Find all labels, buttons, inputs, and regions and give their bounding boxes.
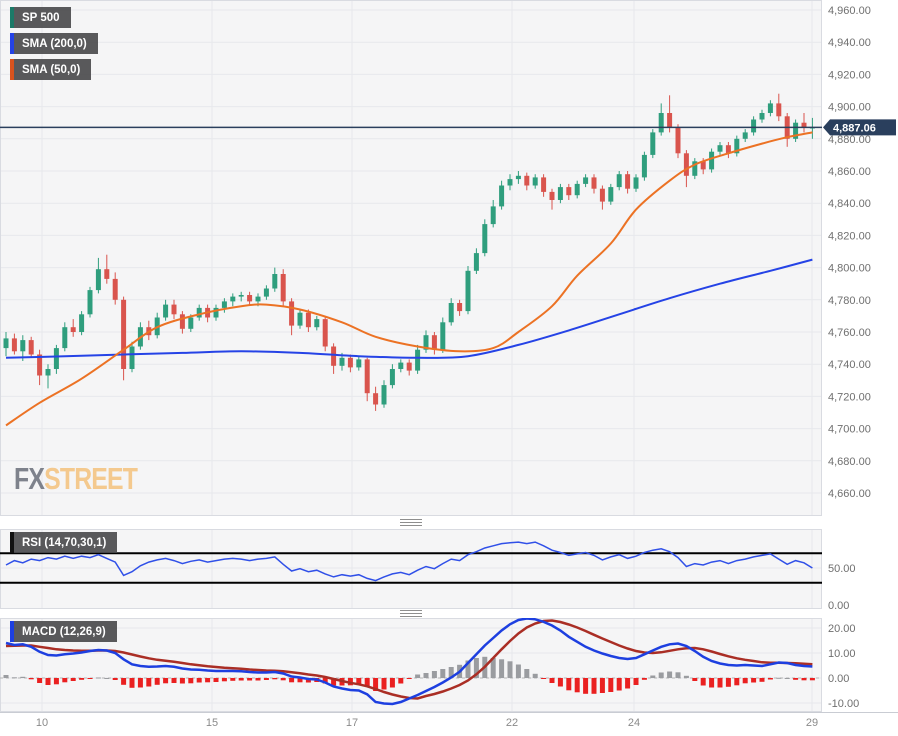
legend-chip-sma200[interactable]: SMA (200,0)	[10, 33, 98, 54]
svg-text:4,887.06: 4,887.06	[833, 122, 876, 134]
legend: SP 500 SMA (200,0) SMA (50,0)	[10, 7, 98, 80]
svg-text:4,700.00: 4,700.00	[828, 424, 871, 436]
svg-text:4,940.00: 4,940.00	[828, 37, 871, 49]
macd-indicator-label: MACD (12,26,9)	[22, 625, 106, 638]
macd-line[interactable]	[5, 618, 813, 706]
svg-text:17: 17	[346, 717, 358, 729]
price-axis-labels[interactable]: 50.00 0.00	[828, 563, 856, 609]
svg-text:10: 10	[36, 717, 48, 729]
svg-text:4,760.00: 4,760.00	[828, 327, 871, 339]
rsi-indicator-chip[interactable]: RSI (14,70,30,1)	[10, 532, 118, 553]
legend-chip-label: SMA (50,0)	[22, 63, 81, 76]
grip-icon	[400, 610, 422, 617]
svg-text:4,920.00: 4,920.00	[828, 69, 871, 81]
legend-chip-sma50[interactable]: SMA (50,0)	[10, 59, 92, 80]
svg-text:4,780.00: 4,780.00	[828, 295, 871, 307]
svg-text:22: 22	[506, 717, 518, 729]
price-panel: 4,960.00 4,940.00 4,920.00 4,900.00 4,880.00…	[0, 0, 898, 516]
svg-text:24: 24	[628, 717, 640, 729]
svg-text:0.00: 0.00	[828, 600, 849, 609]
legend-chip-sp500[interactable]: SP 500	[10, 7, 71, 28]
price-axis-labels[interactable]: 20.00 10.00 0.00 -10.00	[828, 623, 859, 710]
svg-text:29: 29	[806, 717, 818, 729]
svg-text:10.00: 10.00	[828, 648, 856, 660]
svg-text:50.00: 50.00	[828, 563, 856, 575]
fxstreet-logo-street: STREET	[44, 461, 138, 496]
sma50-line[interactable]	[5, 131, 813, 427]
rsi-indicator-label: RSI (14,70,30,1)	[22, 536, 107, 549]
legend-chip-label: SMA (200,0)	[22, 37, 87, 50]
fxstreet-logo: FXSTREET	[14, 461, 138, 496]
svg-text:4,840.00: 4,840.00	[828, 198, 871, 210]
rsi-chart-canvas[interactable]: 50.00 0.00	[0, 529, 898, 609]
panel-resize-handle-1[interactable]	[0, 516, 822, 529]
sma50-accent-bar	[10, 59, 14, 80]
svg-text:4,800.00: 4,800.00	[828, 263, 871, 275]
macd-accent-bar	[10, 621, 14, 642]
panel-resize-handle-2[interactable]	[0, 609, 822, 618]
svg-text:4,900.00: 4,900.00	[828, 102, 871, 114]
rsi-panel: 50.00 0.00 RSI (14,70,30,1)	[0, 529, 898, 609]
rsi-line[interactable]	[5, 541, 813, 582]
svg-text:20.00: 20.00	[828, 623, 856, 635]
svg-text:15: 15	[206, 717, 218, 729]
sp500-accent-bar	[10, 7, 14, 28]
time-axis-labels: 10 15 17 22 24 29	[36, 717, 818, 729]
time-axis[interactable]: 10 15 17 22 24 29	[0, 712, 898, 731]
svg-text:4,720.00: 4,720.00	[828, 391, 871, 403]
svg-text:4,680.00: 4,680.00	[828, 456, 871, 468]
last-price-badge: 4,887.06	[823, 119, 896, 136]
svg-text:4,820.00: 4,820.00	[828, 230, 871, 242]
svg-text:-10.00: -10.00	[828, 698, 859, 710]
sma200-line[interactable]	[5, 258, 813, 359]
svg-text:4,880.00: 4,880.00	[828, 134, 871, 146]
svg-text:4,960.00: 4,960.00	[828, 5, 871, 17]
svg-text:4,660.00: 4,660.00	[828, 488, 871, 500]
svg-text:4,740.00: 4,740.00	[828, 359, 871, 371]
grip-icon	[400, 519, 422, 526]
price-chart-canvas[interactable]: 4,960.00 4,940.00 4,920.00 4,900.00 4,880.00…	[0, 0, 898, 516]
macd-indicator-chip[interactable]: MACD (12,26,9)	[10, 621, 117, 642]
rsi-accent-bar	[10, 532, 14, 553]
legend-chip-label: SP 500	[22, 11, 60, 24]
svg-text:0.00: 0.00	[828, 673, 849, 685]
svg-text:4,860.00: 4,860.00	[828, 166, 871, 178]
macd-panel: 20.00 10.00 0.00 -10.00 MACD (12,26,9)	[0, 618, 898, 712]
fxstreet-logo-fx: FX	[14, 461, 45, 496]
candlestick-series	[3, 93, 815, 411]
sma200-accent-bar	[10, 33, 14, 54]
price-axis-labels[interactable]: 4,960.00 4,940.00 4,920.00 4,900.00 4,880.00…	[828, 5, 871, 500]
macd-chart-canvas[interactable]: 20.00 10.00 0.00 -10.00	[0, 618, 898, 712]
